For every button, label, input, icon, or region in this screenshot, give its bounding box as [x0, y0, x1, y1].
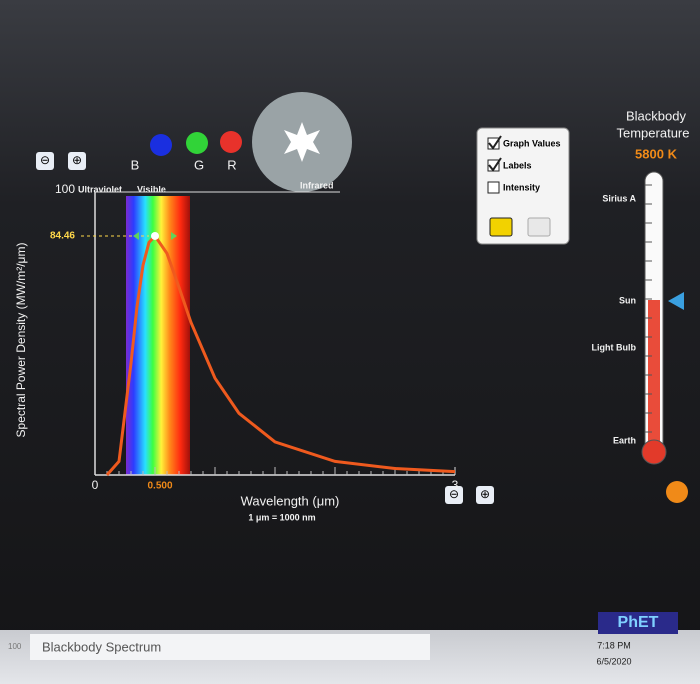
color-label: G [194, 157, 204, 172]
phet-logo: PhET [618, 614, 659, 631]
svg-text:⊖: ⊖ [40, 153, 50, 167]
option-label[interactable]: Labels [503, 160, 532, 170]
zoom-buttons[interactable]: ⊖ ⊕ ⊖ ⊕ [36, 152, 494, 504]
thermometer-label: Light Bulb [592, 342, 637, 352]
x-tick-label: 3 [452, 478, 459, 492]
star-icon [284, 122, 320, 162]
peak-point [151, 231, 159, 240]
window-tab[interactable] [30, 634, 430, 660]
clock-time: 7:18 PM [597, 640, 631, 650]
thermometer-label: Sun [619, 295, 636, 305]
band-label: Ultraviolet [78, 184, 122, 194]
thermometer-label: Sirius A [602, 193, 636, 203]
color-label: R [227, 157, 236, 172]
x-tick-label: 0.500 [147, 481, 172, 492]
y-tick-label: 100 [55, 182, 75, 196]
x-axis-note: 1 μm = 1000 nm [248, 512, 315, 522]
x-tick-label: 0 [92, 478, 99, 492]
thermometer-title: Temperature [617, 125, 690, 140]
phet-logo-bg [598, 612, 678, 634]
blue-dot [150, 134, 172, 156]
spectrum-curve [105, 233, 456, 476]
checkbox[interactable] [487, 181, 500, 194]
checkmark [488, 135, 502, 150]
temperature-value: 5800 K [635, 146, 678, 161]
green-dot [186, 132, 208, 154]
snapshot-button[interactable] [489, 217, 513, 237]
thermometer-title: Blackbody [626, 108, 686, 123]
band-label: Visible [137, 184, 166, 194]
app-title: Blackbody Spectrum [42, 639, 161, 654]
thermometer-label: Earth [613, 435, 636, 445]
svg-text:⊕: ⊕ [480, 487, 490, 501]
red-dot [220, 131, 242, 153]
temperature-slider[interactable] [668, 292, 684, 310]
y-axis-label: Spectral Power Density (MW/m²/μm) [14, 243, 28, 438]
options-panel [476, 127, 570, 245]
checkmark [488, 157, 502, 172]
option-label[interactable]: Intensity [503, 182, 540, 192]
snapshot-view[interactable] [527, 217, 551, 237]
x-axis-label: Wavelength (μm) [241, 493, 340, 508]
peak-value: 84.46 [50, 231, 75, 242]
svg-text:⊖: ⊖ [449, 487, 459, 501]
reset-button[interactable] [666, 481, 688, 503]
option-label[interactable]: Graph Values [503, 138, 561, 148]
clock-date: 6/5/2020 [596, 656, 631, 666]
band-label: Infrared [300, 180, 334, 190]
zoom-level: 100 [8, 642, 22, 651]
svg-text:⊕: ⊕ [72, 153, 82, 167]
color-label: B [131, 157, 140, 172]
thermometer-bulb [641, 439, 667, 465]
